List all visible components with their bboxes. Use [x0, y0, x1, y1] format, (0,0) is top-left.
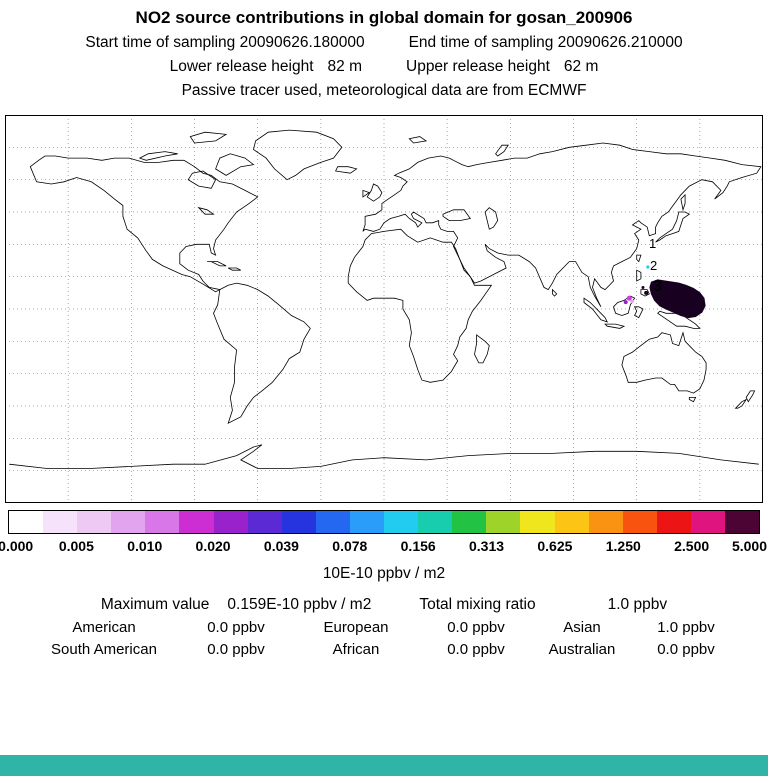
colorbar-tick: 0.156	[400, 538, 436, 554]
tracer-note: Passive tracer used, meteorological data…	[181, 82, 587, 99]
region-value-asian: 1.0 ppbv	[657, 619, 715, 636]
hotspot-plume	[641, 279, 706, 319]
colorbar-tick: 5.000	[731, 538, 768, 554]
colorbar-segment	[281, 511, 316, 533]
colorbar-segment	[418, 511, 453, 533]
sampling-times-line: Start time of sampling 20090626.180000 E…	[0, 34, 768, 52]
region-value-american: 0.0 ppbv	[207, 619, 265, 636]
colorbar-segment	[77, 511, 112, 533]
colorbar-unit-label: 10E-10 ppbv / m2	[322, 565, 446, 582]
region-label-american: American	[72, 619, 136, 636]
colorbar-segment	[315, 511, 350, 533]
regions-row-2: South American 0.0 ppbv African 0.0 ppbv…	[28, 641, 740, 658]
lower-release-label: Lower release height	[169, 58, 314, 75]
start-time-text: Start time of sampling 20090626.180000	[85, 34, 365, 51]
colorbar-segment	[9, 511, 44, 533]
colorbar-tick: 0.010	[127, 538, 163, 554]
colorbar-segment	[179, 511, 214, 533]
graticule	[5, 115, 763, 503]
colorbar-segment	[452, 511, 487, 533]
total-mixing-ratio-value: 1.0 ppbv	[607, 596, 668, 613]
colorbar-tick: 0.313	[469, 538, 505, 554]
colorbar-tick: 0.078	[332, 538, 368, 554]
colorbar-segment	[690, 511, 725, 533]
total-mixing-ratio-label: Total mixing ratio	[419, 596, 536, 613]
maximum-value: 0.159E-10 ppbv / m2	[227, 596, 372, 613]
end-time-text: End time of sampling 20090626.210000	[408, 34, 683, 51]
colorbar-tick: 1.250	[605, 538, 641, 554]
receptor-marker-2: 2	[650, 258, 657, 273]
receptor-marker-3: 3	[653, 278, 662, 295]
coastlines	[9, 129, 762, 469]
upper-release-label: Upper release height	[406, 58, 550, 75]
colorbar-segment	[588, 511, 623, 533]
receptor-marker-1: 1	[649, 236, 656, 251]
colorbar-segment	[384, 511, 419, 533]
maximum-label: Maximum value	[100, 596, 210, 613]
colorbar-segment	[520, 511, 555, 533]
region-label-african: African	[332, 641, 380, 658]
colorbar-segment	[145, 511, 180, 533]
colorbar-ticks: 0.000 0.005 0.010 0.020 0.039 0.078 0.156 0.313…	[0, 538, 767, 556]
figure-page: NO2 source contributions in global domai…	[0, 8, 768, 776]
lower-release-value: 82 m	[327, 58, 362, 75]
colorbar-segment	[247, 511, 282, 533]
colorbar-tick: 0.020	[195, 538, 231, 554]
colorbar-segment	[656, 511, 691, 533]
statistics-block: Maximum value 0.159E-10 ppbv / m2 Total …	[0, 596, 768, 658]
colorbar-tick: 0.625	[537, 538, 573, 554]
colorbar-segment	[111, 511, 146, 533]
upper-release-value: 62 m	[563, 58, 599, 75]
region-value-european: 0.0 ppbv	[447, 619, 505, 636]
maximum-row: Maximum value 0.159E-10 ppbv / m2 Total …	[0, 596, 768, 614]
region-value-south-american: 0.0 ppbv	[207, 641, 265, 658]
regions-row-1: American 0.0 ppbv European 0.0 ppbv Asia…	[28, 619, 740, 636]
colorbar-tick: 0.000	[0, 538, 34, 554]
map-frame	[5, 115, 763, 503]
colorbar-segment	[554, 511, 589, 533]
colorbar-tick: 0.005	[58, 538, 94, 554]
region-value-australian: 0.0 ppbv	[657, 641, 715, 658]
figure-title: NO2 source contributions in global domai…	[135, 8, 633, 27]
release-heights-line: Lower release height 82 m Upper release …	[0, 58, 768, 76]
colorbar-segment	[622, 511, 657, 533]
region-label-asian: Asian	[563, 619, 601, 636]
region-label-south-american: South American	[51, 641, 157, 658]
colorbar-tick: 2.500	[674, 538, 710, 554]
world-map: 1 2 3	[5, 115, 763, 503]
region-label-european: European	[323, 619, 389, 636]
colorbar-segment	[724, 511, 760, 533]
bottom-bar	[0, 755, 768, 776]
world-map-svg: 1 2 3	[5, 115, 763, 503]
region-label-australian: Australian	[548, 641, 616, 658]
colorbar-tick: 0.039	[263, 538, 299, 554]
colorbar-segment	[43, 511, 78, 533]
colorbar-segment	[349, 511, 385, 533]
tracer-spots	[623, 265, 650, 305]
colorbar-segment	[213, 511, 248, 533]
upper-release-height: Upper release height 62 m	[406, 58, 598, 76]
colorbar-segment	[486, 511, 521, 533]
lower-release-height: Lower release height 82 m	[170, 58, 362, 76]
region-value-african: 0.0 ppbv	[447, 641, 505, 658]
colorbar-bar	[8, 510, 760, 534]
